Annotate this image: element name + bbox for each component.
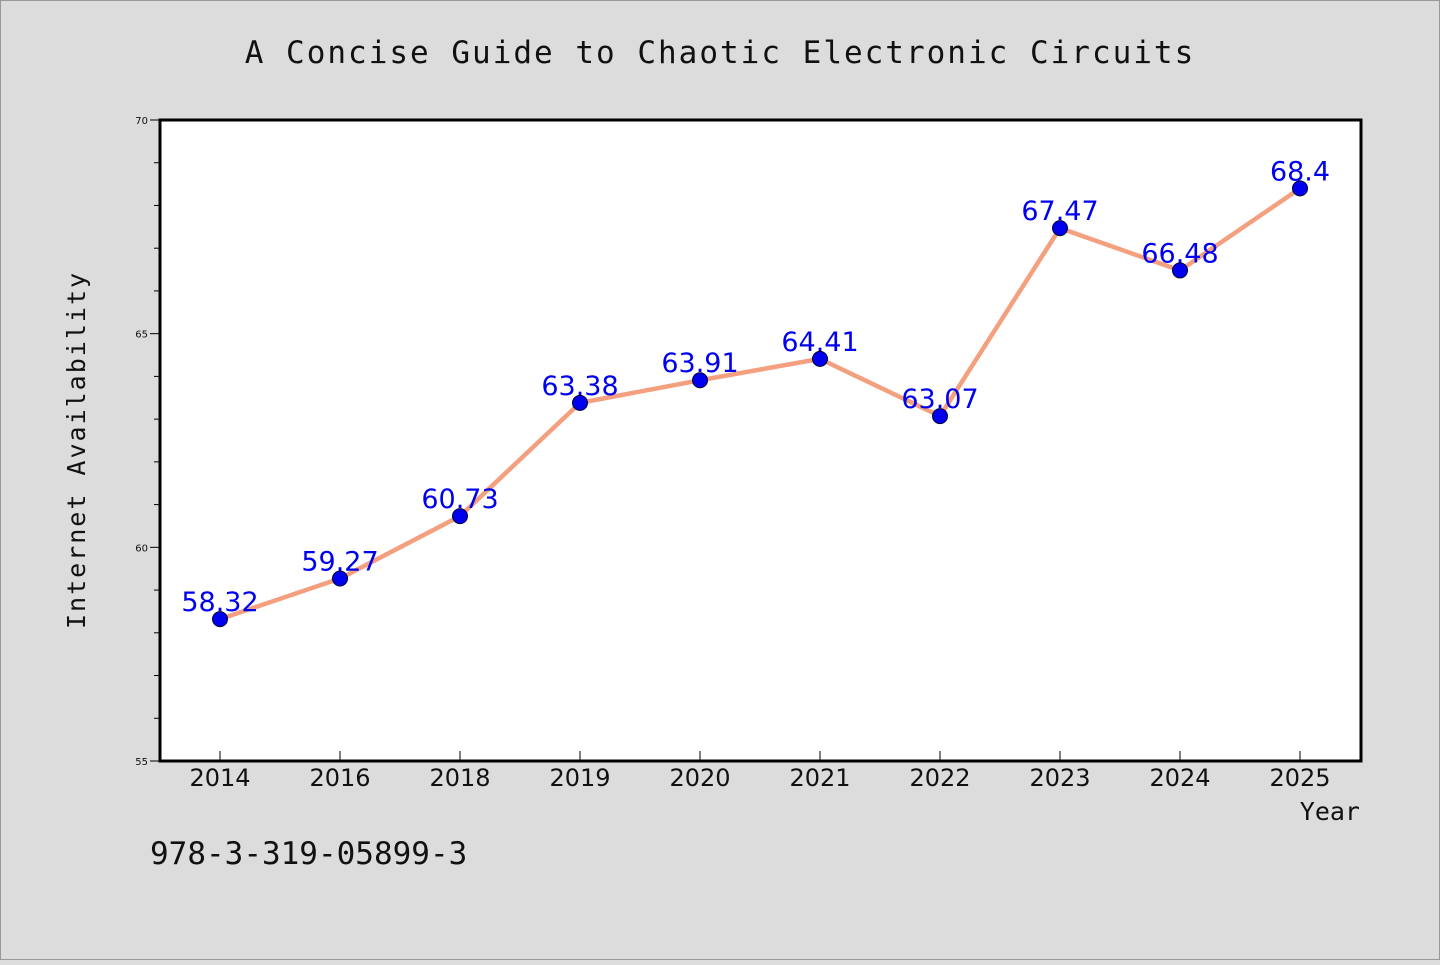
chart-title: A Concise Guide to Chaotic Electronic Ci… xyxy=(245,35,1196,71)
data-label: 67.47 xyxy=(1021,196,1098,227)
data-label: 60.73 xyxy=(421,484,498,515)
x-axis-label: Year xyxy=(1300,797,1360,826)
x-tick-label: 2022 xyxy=(909,764,970,792)
y-tick-label: 65 xyxy=(135,330,148,341)
x-tick-label: 2018 xyxy=(429,764,490,792)
data-markers xyxy=(212,180,1308,628)
data-point xyxy=(452,508,468,525)
data-label: 58.32 xyxy=(181,587,258,618)
data-label: 63.91 xyxy=(661,348,738,379)
y-tick-label: 60 xyxy=(135,543,148,554)
x-tick-label: 2019 xyxy=(549,764,610,792)
data-label: 66.48 xyxy=(1141,238,1218,269)
series-line xyxy=(217,186,1303,622)
x-tick-label: 2025 xyxy=(1269,764,1330,792)
data-label: 63.07 xyxy=(901,384,978,415)
data-point xyxy=(1052,220,1068,237)
x-tick-label: 2023 xyxy=(1029,764,1090,792)
data-labels: 58.32 59.27 60.73 63.38 63.91 64.41 63.07 67.47… xyxy=(181,156,1330,618)
y-tick-label: 55 xyxy=(135,757,148,768)
data-point xyxy=(812,350,828,367)
data-point xyxy=(1292,180,1308,197)
data-point xyxy=(692,372,708,389)
data-point xyxy=(932,408,948,425)
x-axis: 2014 2016 2018 2019 2020 2021 2022 2023 2024 2025 xyxy=(189,751,1331,792)
data-point xyxy=(332,570,348,587)
data-label: 68.4 xyxy=(1270,156,1330,187)
data-point xyxy=(1172,262,1188,279)
isbn-text: 978-3-319-05899-3 xyxy=(150,836,467,872)
x-tick-label: 2016 xyxy=(309,764,370,792)
x-tick-label: 2021 xyxy=(789,764,850,792)
x-tick-label: 2020 xyxy=(669,764,730,792)
data-label: 63.38 xyxy=(541,371,618,402)
x-tick-label: 2024 xyxy=(1149,764,1210,792)
data-label: 59.27 xyxy=(301,547,378,578)
data-point xyxy=(212,611,228,628)
plot-frame xyxy=(158,118,1363,763)
x-tick-label: 2014 xyxy=(189,764,250,792)
y-axis-label: Internet Availability xyxy=(62,271,91,629)
plot-area xyxy=(160,120,1361,761)
y-tick-label: 70 xyxy=(135,116,148,127)
data-point xyxy=(572,394,588,411)
data-label: 64.41 xyxy=(781,327,858,358)
